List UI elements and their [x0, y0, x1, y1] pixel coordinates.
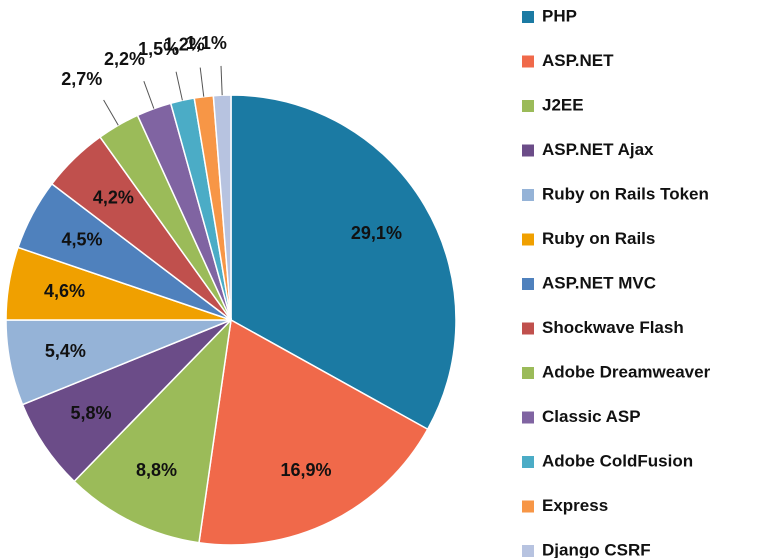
- data-label: 8,8%: [136, 460, 177, 480]
- legend-swatch: [522, 322, 534, 335]
- leader-line: [175, 71, 183, 101]
- data-label: 2,2%: [104, 49, 145, 69]
- legend-label: Adobe ColdFusion: [542, 451, 693, 470]
- legend-swatch: [522, 100, 534, 112]
- legend-label: ASP.NET MVC: [542, 273, 656, 292]
- legend-swatch: [522, 456, 534, 468]
- legend-label: ASP.NET Ajax: [542, 140, 654, 159]
- pie-slice: [212, 94, 232, 321]
- data-label: 2,7%: [61, 69, 102, 89]
- legend-label: PHP: [542, 6, 577, 25]
- legend-swatch: [522, 233, 534, 246]
- data-label: 4,2%: [93, 188, 134, 208]
- pie-slice: [73, 317, 233, 544]
- legend-label: Shockwave Flash: [542, 318, 684, 337]
- data-label: 16,9%: [280, 460, 331, 480]
- data-label: 1,1%: [186, 33, 227, 53]
- leader-line: [143, 80, 155, 109]
- legend-swatch: [522, 500, 534, 513]
- legend-label: Classic ASP: [542, 407, 641, 426]
- pie-slice: [198, 318, 429, 546]
- legend-swatch: [522, 411, 534, 424]
- legend-swatch: [522, 189, 534, 201]
- legend-swatch: [522, 367, 534, 379]
- leader-line: [199, 67, 205, 97]
- leader-line: [220, 65, 223, 96]
- data-label: 29,1%: [351, 223, 402, 243]
- legend-label: Ruby on Rails: [542, 229, 655, 248]
- data-label: 1,5%: [138, 39, 179, 59]
- legend-label: Express: [542, 496, 608, 515]
- legend-swatch: [522, 278, 534, 290]
- legend-swatch: [522, 144, 534, 157]
- leader-line: [103, 99, 119, 126]
- legend-label: Django CSRF: [542, 540, 651, 558]
- data-label: 4,6%: [44, 281, 85, 301]
- data-label: 5,8%: [71, 403, 112, 423]
- data-label: 5,4%: [45, 341, 86, 361]
- legend-swatch: [522, 545, 534, 557]
- legend-label: ASP.NET: [542, 51, 614, 70]
- legend-label: Ruby on Rails Token: [542, 184, 709, 203]
- data-label: 1,2%: [164, 35, 205, 55]
- legend-label: J2EE: [542, 95, 584, 114]
- legend-swatch: [522, 11, 534, 23]
- legend-label: Adobe Dreamweaver: [542, 362, 711, 381]
- legend-swatch: [522, 55, 534, 68]
- pie-slice: [230, 94, 457, 431]
- data-label: 4,5%: [62, 229, 103, 249]
